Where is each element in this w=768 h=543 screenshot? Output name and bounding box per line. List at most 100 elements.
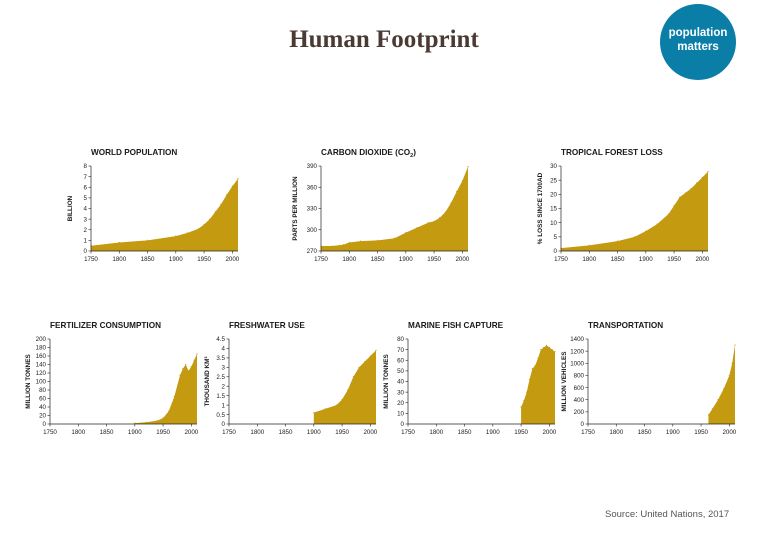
data-point: [696, 182, 698, 184]
data-point: [359, 240, 362, 242]
data-point: [734, 344, 736, 346]
data-point: [616, 240, 619, 242]
chart-5: FRESHWATER USE THOUSAND KM³ 0 0.5 1 1.5 2 2.5 3 3…: [204, 321, 378, 436]
y-tick-label: 330: [307, 206, 318, 213]
data-point: [690, 188, 692, 190]
x-tick-label: 1850: [458, 429, 472, 436]
chart-title: MARINE FISH CAPTURE: [408, 321, 504, 330]
data-point: [728, 374, 730, 377]
data-point: [335, 404, 338, 406]
y-tick-label: 40: [397, 379, 404, 386]
data-point: [134, 422, 136, 424]
y-tick-label: 0: [401, 421, 405, 428]
x-tick-label: 2000: [722, 429, 736, 436]
data-point: [433, 220, 435, 222]
data-point: [341, 398, 343, 401]
x-tick-label: 2000: [542, 429, 556, 436]
y-tick-label: 30: [397, 389, 404, 396]
y-tick-label: 8: [84, 163, 88, 170]
data-point: [352, 376, 354, 378]
data-point: [187, 370, 190, 372]
y-tick-label: 0: [43, 421, 47, 428]
y-tick-label: 30: [550, 163, 557, 170]
data-point: [209, 218, 211, 220]
data-point: [348, 241, 350, 244]
x-tick-label: 1800: [582, 256, 596, 263]
y-tick-label: 180: [36, 345, 47, 352]
y-tick-label: 2: [84, 227, 88, 234]
y-tick-label: 6: [84, 184, 88, 191]
data-point: [444, 211, 446, 213]
y-axis-label: % LOSS SINCE 1700AD: [537, 172, 544, 244]
y-tick-label: 2: [222, 383, 226, 390]
data-point: [540, 349, 542, 351]
data-point: [343, 244, 345, 246]
x-tick-label: 1800: [112, 256, 126, 263]
y-tick-label: 360: [307, 184, 318, 191]
data-point: [182, 368, 184, 370]
data-point: [162, 417, 164, 419]
data-point: [461, 180, 463, 182]
x-tick-label: 1950: [427, 256, 441, 263]
y-tick-label: 80: [397, 336, 404, 343]
y-tick-label: 1: [84, 238, 88, 245]
chart-4: FERTILIZER CONSUMPTION MILLION TONNES 020 4…: [25, 321, 199, 436]
chart-title-subscript: 2: [410, 153, 413, 159]
data-point: [118, 241, 120, 244]
x-tick-label: 1750: [43, 429, 57, 436]
x-tick-label: 1800: [429, 429, 443, 436]
y-tick-label: 400: [574, 397, 585, 404]
y-tick-label: 25: [550, 177, 557, 184]
logo-line-1: population: [668, 27, 728, 39]
data-point: [427, 222, 430, 224]
y-tick-label: 2.5: [216, 374, 225, 381]
data-point: [231, 185, 233, 187]
data-point: [173, 395, 175, 397]
data-point: [179, 374, 181, 376]
data-point: [375, 349, 377, 351]
data-point: [376, 239, 379, 241]
y-tick-label: 1: [222, 402, 226, 409]
y-tick-label: 20: [397, 400, 404, 407]
x-tick-label: 1900: [169, 256, 183, 263]
y-tick-label: 3.5: [216, 355, 225, 362]
y-axis-label: PARTS PER MILLION: [292, 176, 299, 241]
y-tick-label: 60: [39, 396, 46, 403]
data-point: [214, 211, 216, 213]
y-tick-label: 160: [36, 353, 47, 360]
y-tick-label: 1.5: [216, 393, 225, 400]
data-point: [168, 410, 170, 412]
x-tick-label: 2000: [184, 429, 198, 436]
y-tick-label: 10: [397, 411, 404, 418]
area-series: [321, 166, 468, 251]
x-tick-label: 1850: [141, 256, 155, 263]
y-tick-label: 390: [307, 163, 318, 170]
population-matters-logo: population matters: [660, 4, 736, 80]
y-tick-label: 0: [84, 248, 88, 255]
data-point: [456, 190, 458, 193]
data-point: [520, 406, 522, 408]
data-point: [543, 346, 545, 349]
x-tick-label: 1950: [156, 429, 170, 436]
data-point: [588, 244, 590, 246]
x-tick-label: 1800: [250, 429, 264, 436]
data-point: [531, 368, 533, 370]
data-point: [534, 364, 536, 367]
data-point: [667, 213, 670, 215]
data-point: [175, 235, 177, 237]
y-tick-label: 100: [36, 379, 47, 386]
y-tick-label: 3: [84, 216, 88, 223]
x-tick-label: 1750: [314, 256, 328, 263]
y-tick-label: 140: [36, 362, 47, 369]
chart-title: FRESHWATER USE: [229, 321, 305, 330]
area-series: [91, 178, 238, 251]
data-point: [313, 412, 315, 414]
x-tick-label: 1950: [694, 429, 708, 436]
y-tick-label: 800: [574, 373, 585, 380]
area-series: [708, 345, 735, 424]
y-tick-label: 40: [39, 404, 46, 411]
data-point: [467, 166, 469, 168]
y-axis-label: MILLION TONNES: [25, 353, 32, 408]
data-point: [186, 232, 188, 234]
x-tick-label: 1850: [611, 256, 625, 263]
